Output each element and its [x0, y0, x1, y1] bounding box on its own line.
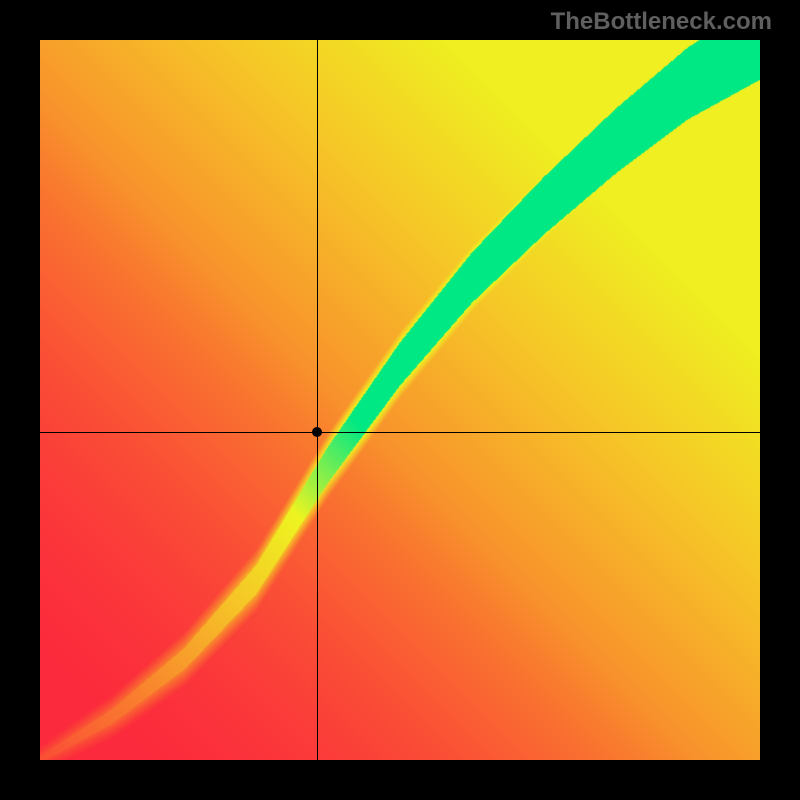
crosshair-vertical: [317, 40, 318, 760]
watermark-text: TheBottleneck.com: [551, 8, 772, 36]
crosshair-horizontal: [40, 432, 760, 433]
heatmap-canvas: [40, 40, 760, 760]
bottleneck-heatmap: [40, 40, 760, 760]
selection-marker[interactable]: [312, 427, 322, 437]
